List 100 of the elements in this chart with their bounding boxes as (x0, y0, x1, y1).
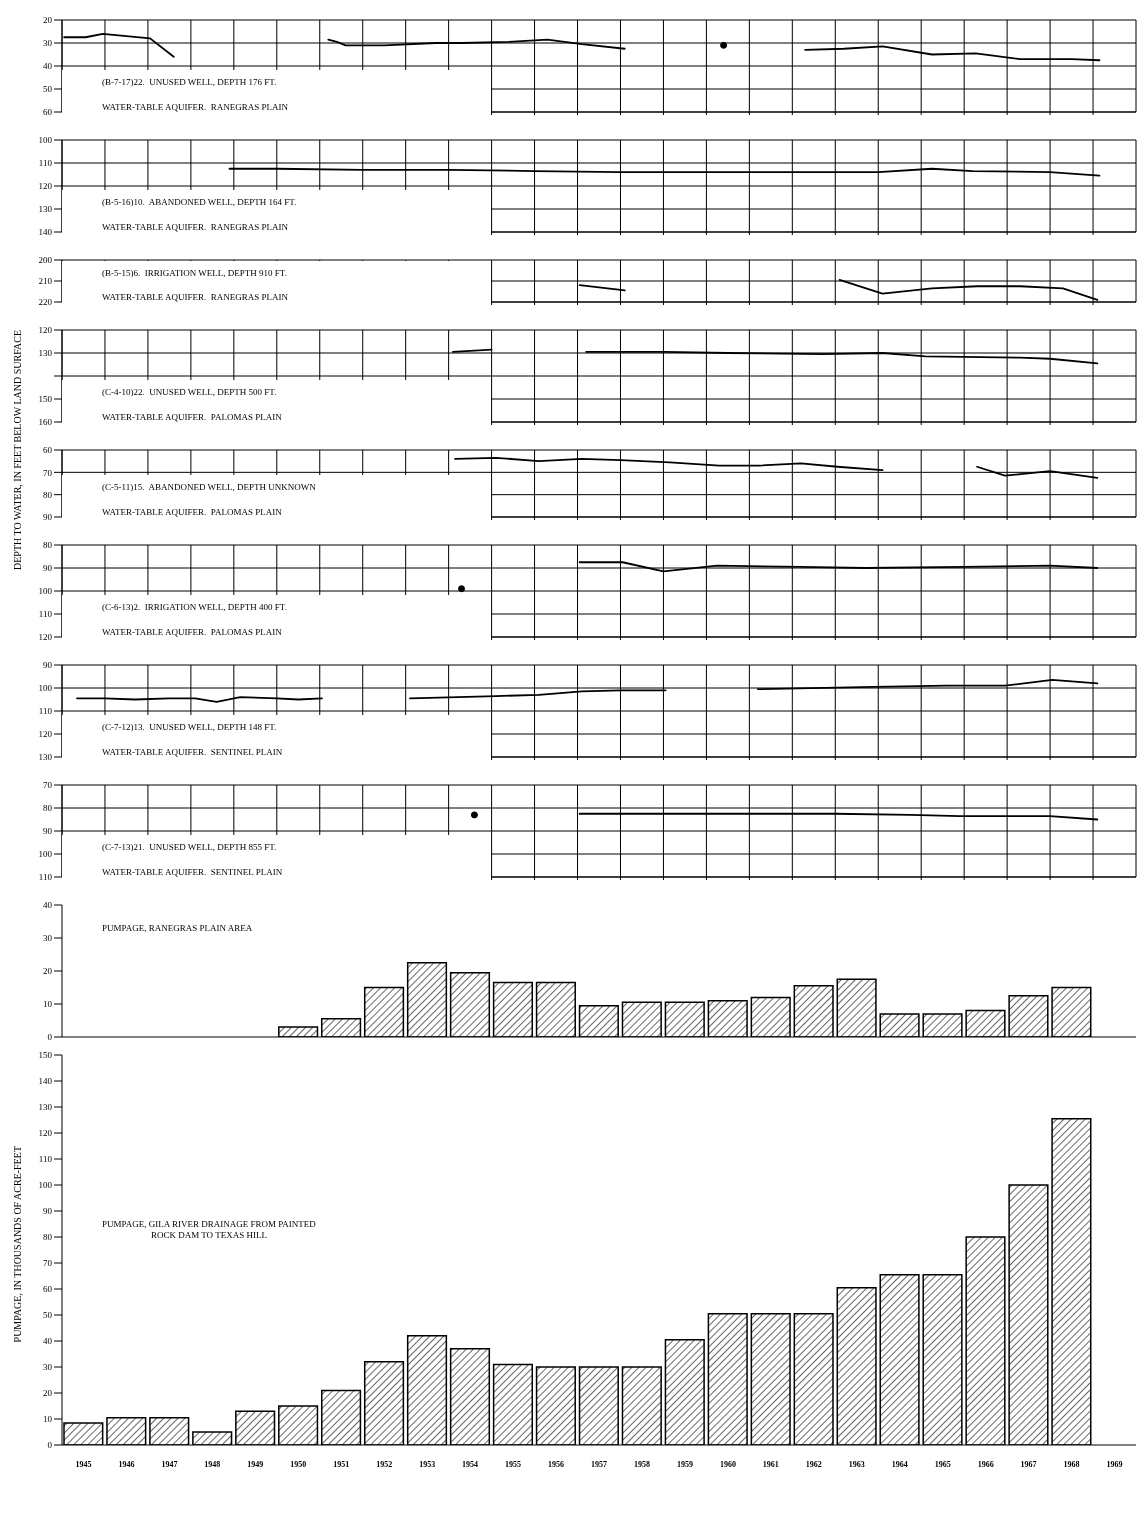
y-tick-label: 220 (38, 297, 53, 308)
y-tick-label: 110 (38, 158, 53, 169)
y-tick-label: 150 (38, 1050, 53, 1061)
y-tick-label: 40 (43, 900, 53, 911)
annotation: PUMPAGE, GILA RIVER DRAINAGE FROM PAINTED (102, 1218, 316, 1230)
x-tick-label: 1964 (891, 1459, 908, 1469)
annotation: ROCK DAM TO TEXAS HILL (149, 1229, 268, 1241)
y-tick-label: 10 (43, 999, 53, 1010)
y-tick-label: 140 (38, 227, 53, 238)
y-tick-label: 0 (47, 1440, 53, 1451)
y-tick-label: 40 (43, 1336, 53, 1347)
y-tick-label: 100 (38, 1180, 53, 1191)
annotation: (C-4-10)22. UNUSED WELL, DEPTH 500 FT. (102, 387, 278, 398)
y-tick-label: 120 (38, 325, 53, 336)
annotation: WATER-TABLE AQUIFER. SENTINEL PLAIN (102, 867, 284, 878)
y-tick-label: 120 (38, 729, 53, 740)
y-tick-label: 140 (38, 1076, 53, 1087)
y-tick-label: 130 (38, 752, 53, 763)
x-tick-label: 1967 (1020, 1459, 1037, 1469)
y-tick-label: 100 (38, 586, 53, 597)
y-tick-label: 90 (43, 563, 53, 574)
y-tick-label: 100 (38, 683, 53, 694)
y-tick-label: 90 (43, 826, 53, 837)
y-tick-label: 130 (38, 1102, 53, 1113)
y-tick-label: 10 (43, 1414, 53, 1425)
y-tick-label: 50 (43, 84, 53, 95)
annotation: WATER-TABLE AQUIFER. PALOMAS PLAIN (102, 412, 283, 423)
y-tick-label: 70 (43, 467, 53, 478)
y-tick-label: 60 (43, 445, 53, 456)
annotation: (C-7-13)21. UNUSED WELL, DEPTH 855 FT. (102, 842, 278, 853)
y-tick-label: 110 (38, 706, 53, 717)
y-tick-label: 20 (43, 966, 53, 977)
y-tick-label: 120 (38, 632, 53, 643)
y-axis-title: PUMPAGE, IN THOUSANDS OF ACRE-FEET (11, 1145, 23, 1343)
y-tick-label: 150 (38, 394, 53, 405)
y-tick-label: 80 (43, 803, 53, 814)
y-tick-label: 210 (38, 276, 53, 287)
x-tick-label: 1950 (290, 1459, 307, 1469)
y-tick-label: 60 (43, 107, 53, 118)
y-tick-label: 200 (38, 255, 53, 266)
x-tick-label: 1958 (633, 1459, 650, 1469)
annotation: PUMPAGE, RANEGRAS PLAIN AREA (102, 923, 253, 934)
y-tick-label: 90 (43, 512, 53, 523)
annotation: WATER-TABLE AQUIFER. PALOMAS PLAIN (102, 627, 283, 638)
y-tick-label: 80 (43, 540, 53, 551)
y-tick-label: 20 (43, 15, 53, 26)
y-tick-label: 130 (38, 204, 53, 215)
x-tick-label: 1955 (505, 1459, 522, 1469)
x-tick-label: 1956 (548, 1459, 565, 1469)
y-tick-label: 80 (43, 1232, 53, 1243)
annotation: (B-5-16)10. ABANDONED WELL, DEPTH 164 FT. (102, 197, 298, 208)
annotation: WATER-TABLE AQUIFER. RANEGRAS PLAIN (102, 102, 290, 113)
annotation: (B-5-15)6. IRRIGATION WELL, DEPTH 910 FT. (102, 268, 288, 279)
annotation: (B-7-17)22. UNUSED WELL, DEPTH 176 FT. (102, 77, 278, 88)
annotation: (C-6-13)2. IRRIGATION WELL, DEPTH 400 FT. (102, 602, 288, 613)
x-tick-label: 1965 (934, 1459, 951, 1469)
y-tick-label: 120 (38, 1128, 53, 1139)
x-tick-label: 1962 (805, 1459, 822, 1469)
x-tick-label: 1966 (977, 1459, 994, 1469)
annotation: (C-5-11)15. ABANDONED WELL, DEPTH UNKNOWN (102, 482, 317, 493)
y-tick-label: 90 (43, 1206, 53, 1217)
x-tick-label: 1968 (1063, 1459, 1080, 1469)
y-tick-label: 20 (43, 1388, 53, 1399)
x-tick-label: 1945 (75, 1459, 92, 1469)
y-tick-label: 30 (43, 1362, 53, 1373)
x-tick-label: 1953 (419, 1459, 436, 1469)
x-tick-label: 1951 (333, 1459, 350, 1469)
y-tick-label: 110 (38, 609, 53, 620)
x-tick-label: 1948 (204, 1459, 221, 1469)
annotation: (C-7-12)13. UNUSED WELL, DEPTH 148 FT. (102, 722, 278, 733)
annotation: WATER-TABLE AQUIFER. SENTINEL PLAIN (102, 747, 284, 758)
y-tick-label: 110 (38, 872, 53, 883)
y-tick-label: 120 (38, 181, 53, 192)
x-tick-label: 1961 (762, 1459, 779, 1469)
x-tick-label: 1949 (247, 1459, 264, 1469)
x-tick-label: 1946 (118, 1459, 135, 1469)
y-tick-label: 90 (43, 660, 53, 671)
y-tick-label: 60 (43, 1284, 53, 1295)
y-tick-label: 40 (43, 61, 53, 72)
x-tick-label: 1969 (1106, 1459, 1123, 1469)
y-tick-label: 30 (43, 933, 53, 944)
x-tick-label: 1954 (462, 1459, 479, 1469)
x-tick-label: 1957 (591, 1459, 607, 1469)
annotation: WATER-TABLE AQUIFER. PALOMAS PLAIN (102, 507, 283, 518)
annotation: WATER-TABLE AQUIFER. RANEGRAS PLAIN (102, 222, 290, 233)
y-tick-label: 70 (43, 1258, 53, 1269)
y-axis-title: DEPTH TO WATER, IN FEET BELOW LAND SURFACE (11, 330, 23, 571)
y-tick-label: 130 (38, 348, 53, 359)
y-tick-label: 80 (43, 489, 53, 500)
y-tick-label: 100 (38, 849, 53, 860)
x-tick-label: 1959 (676, 1459, 693, 1469)
y-tick-label: 110 (38, 1154, 53, 1165)
y-tick-label: 0 (47, 1032, 53, 1043)
x-tick-label: 1947 (161, 1459, 178, 1469)
x-tick-label: 1960 (719, 1459, 736, 1469)
annotation: WATER-TABLE AQUIFER. RANEGRAS PLAIN (102, 292, 290, 303)
y-tick-label: 160 (38, 417, 53, 428)
y-tick-label: 70 (43, 780, 53, 791)
y-tick-label: 30 (43, 38, 53, 49)
y-tick-label: 50 (43, 1310, 53, 1321)
